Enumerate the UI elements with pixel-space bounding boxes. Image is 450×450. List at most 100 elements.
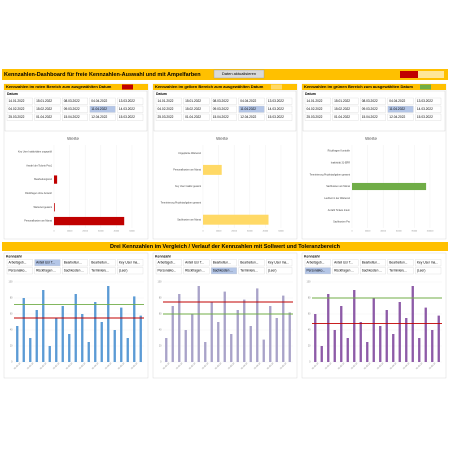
date-button[interactable] [117,97,144,105]
date-label[interactable]: 08.03.2022 [213,99,229,103]
date-label[interactable]: 04.02.2022 [158,107,174,111]
metric-button[interactable] [360,259,386,267]
date-label[interactable]: 01.04.2022 [185,115,201,119]
metric-button[interactable] [211,259,237,267]
date-label[interactable]: 15.02.2022 [36,107,52,111]
metric-button[interactable] [155,267,182,275]
metric-button[interactable] [6,259,33,267]
date-label[interactable]: 25.03.2022 [307,115,323,119]
date-button[interactable] [89,97,116,105]
metric-label[interactable]: Terminieru... [91,269,109,273]
metric-button[interactable] [117,267,144,275]
date-label[interactable]: 15.04.2022 [362,115,378,119]
date-label[interactable]: 15.04.2022 [64,115,80,119]
date-label[interactable]: 12.04.2022 [240,115,256,119]
metric-label[interactable]: (Leer) [268,269,277,273]
metric-label[interactable]: Terminieru... [240,269,258,273]
date-label[interactable]: 13.03.2022 [417,99,433,103]
date-button[interactable] [304,105,331,113]
refresh-button-label[interactable]: Daten aktualisieren [222,71,256,76]
metric-button[interactable] [332,259,359,267]
date-button[interactable] [238,97,265,105]
date-button[interactable] [332,105,359,113]
metric-button[interactable] [360,267,386,275]
date-label[interactable]: 14.03.2022 [268,107,284,111]
date-label[interactable]: 12.04.2022 [389,115,405,119]
date-button[interactable] [6,105,33,113]
metric-button[interactable] [117,259,144,267]
metric-label[interactable]: Anteil Usr T... [334,261,353,265]
date-label[interactable]: 15.02.2022 [185,107,201,111]
date-button[interactable] [415,113,442,121]
date-button[interactable] [89,113,116,121]
date-label[interactable]: 15.01.2022 [334,99,350,103]
date-label[interactable]: 14.01.2022 [158,99,174,103]
metric-label[interactable]: Rückfragen ... [185,269,205,273]
date-button[interactable] [183,113,210,121]
metric-label[interactable]: Rückfragen ... [36,269,56,273]
metric-button[interactable] [34,259,61,267]
date-label[interactable]: 13.03.2022 [268,99,284,103]
date-label[interactable]: 08.03.2022 [64,99,80,103]
metric-label[interactable]: Bearbeitun... [213,261,231,265]
date-label[interactable]: 04.02.2022 [307,107,323,111]
metric-button[interactable] [6,267,33,275]
metric-label[interactable]: Key User Ina... [268,261,289,265]
date-label[interactable]: 15.02.2022 [334,107,350,111]
metric-label[interactable]: Bearbeitun... [91,261,109,265]
date-button[interactable] [360,105,386,113]
date-button[interactable] [360,113,386,121]
date-label[interactable]: 15.04.2022 [213,115,229,119]
metric-button[interactable] [62,259,88,267]
date-label[interactable]: 14.03.2022 [119,107,135,111]
metric-button[interactable] [415,259,442,267]
date-button[interactable] [155,105,182,113]
date-button[interactable] [6,97,33,105]
metric-button[interactable] [266,267,293,275]
date-button[interactable] [62,113,88,121]
date-label[interactable]: 04.04.2022 [389,99,405,103]
date-label[interactable]: 13.03.2022 [119,99,135,103]
date-button[interactable] [266,113,293,121]
metric-label[interactable]: Sachkosten ... [362,269,382,273]
date-label[interactable]: 08.03.2022 [362,99,378,103]
date-button[interactable] [183,105,210,113]
date-label[interactable]: 25.03.2022 [9,115,25,119]
date-button[interactable] [155,97,182,105]
date-button[interactable] [89,105,116,113]
metric-label[interactable]: (Leer) [417,269,426,273]
date-label[interactable]: 04.02.2022 [9,107,25,111]
date-label[interactable]: 15.03.2022 [268,115,284,119]
metric-label[interactable]: Key User Ina... [119,261,140,265]
metric-label[interactable]: Arbeitsgeb... [158,261,176,265]
date-button[interactable] [117,113,144,121]
date-button[interactable] [360,97,386,105]
metric-label[interactable]: Bearbeitun... [362,261,380,265]
metric-button[interactable] [238,267,265,275]
metric-button[interactable] [183,259,210,267]
date-button[interactable] [34,97,61,105]
date-button[interactable] [332,113,359,121]
metric-label[interactable]: Personalko... [307,269,326,273]
metric-button[interactable] [183,267,210,275]
metric-label[interactable]: Sachkosten ... [64,269,84,273]
date-button[interactable] [332,97,359,105]
metric-label[interactable]: Bearbeitun... [240,261,258,265]
date-button[interactable] [62,105,88,113]
metric-button[interactable] [387,259,414,267]
metric-label[interactable]: Bearbeitun... [64,261,82,265]
date-label[interactable]: 25.03.2022 [158,115,174,119]
date-button[interactable] [155,113,182,121]
date-label[interactable]: 15.01.2022 [36,99,52,103]
date-button[interactable] [211,97,237,105]
metric-button[interactable] [89,267,116,275]
date-button[interactable] [266,97,293,105]
date-label[interactable]: 09.03.2022 [64,107,80,111]
metric-label[interactable]: Bearbeitun... [389,261,407,265]
metric-label[interactable]: Personalko... [158,269,177,273]
metric-label[interactable]: Anteil Usr T... [185,261,204,265]
date-label[interactable]: 09.03.2022 [213,107,229,111]
date-button[interactable] [211,113,237,121]
metric-label[interactable]: Sachkosten ... [213,269,233,273]
date-button[interactable] [62,97,88,105]
